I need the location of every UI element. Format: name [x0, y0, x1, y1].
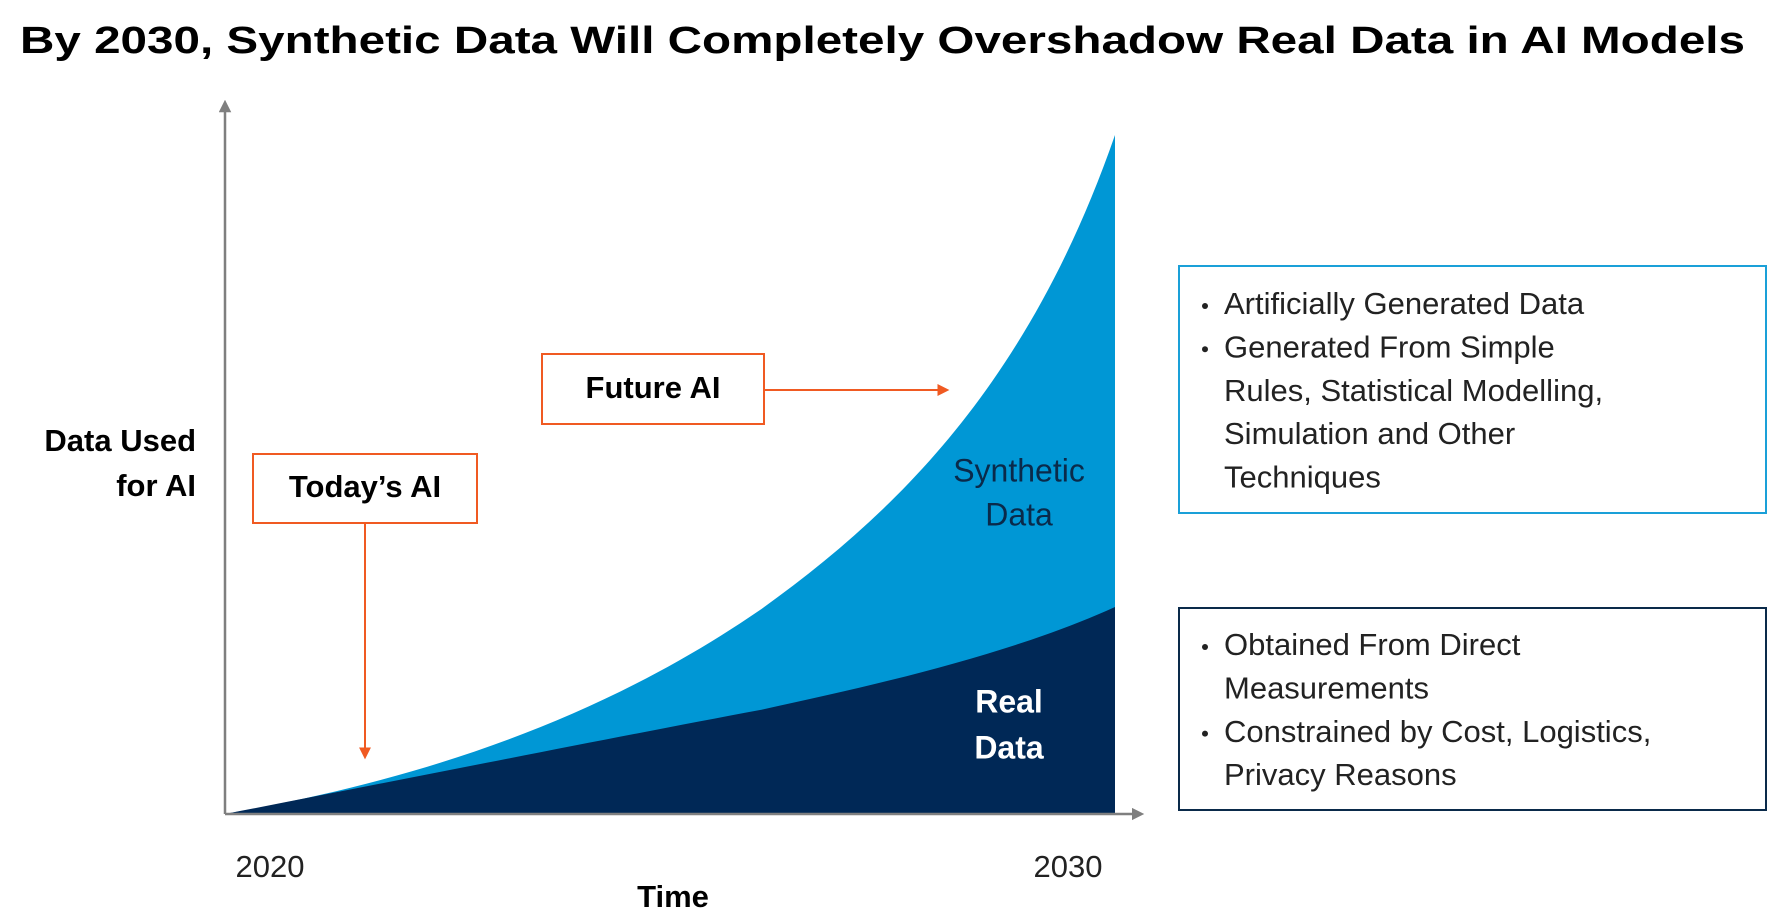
real-box	[1178, 607, 1767, 811]
real-area	[225, 607, 1115, 814]
y-axis-label: for AI	[116, 468, 196, 503]
x-axis-label: Time	[637, 879, 709, 914]
future-box	[541, 353, 765, 425]
today-box	[252, 453, 478, 524]
bullet-dot	[1202, 730, 1208, 737]
bullet-dot	[1202, 303, 1208, 309]
bullet-text: Rules, Statistical Modelling,	[1224, 373, 1603, 408]
bullet-text: Simulation and Other	[1224, 416, 1515, 451]
bullet-text: Constrained by Cost, Logistics,	[1224, 714, 1651, 749]
bullet-dot	[1202, 644, 1208, 650]
bullet-text: Measurements	[1224, 670, 1429, 705]
synthetic-area	[225, 135, 1115, 814]
today-label: Today’s AI	[289, 469, 441, 504]
synthetic-box	[1178, 265, 1767, 514]
bullet-text: Generated From Simple	[1224, 329, 1555, 364]
title: By 2030, Synthetic Data Will Completely …	[20, 20, 1745, 62]
synthetic-label: Synthetic	[953, 452, 1085, 488]
real-label: Real	[975, 683, 1043, 719]
bullet-text: Artificially Generated Data	[1224, 286, 1585, 321]
real-label: Data	[974, 729, 1044, 765]
bullet-text: Techniques	[1224, 459, 1381, 494]
y-axis-label: Data Used	[44, 423, 196, 458]
bullet-text: Privacy Reasons	[1224, 757, 1457, 792]
x-end-label: 2030	[1034, 849, 1103, 884]
bullet-text: Obtained From Direct	[1224, 627, 1521, 662]
x-start-label: 2020	[236, 849, 305, 884]
future-label: Future AI	[586, 370, 721, 405]
bullet-dot	[1202, 346, 1208, 353]
synthetic-label: Data	[985, 496, 1053, 532]
